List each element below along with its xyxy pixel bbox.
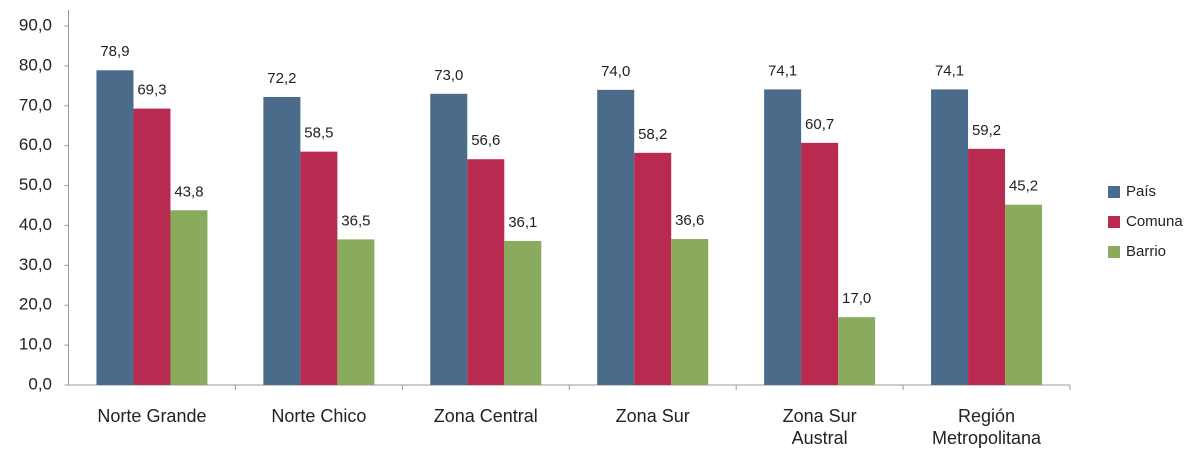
bar [931,89,969,385]
bar [764,89,802,385]
x-tick-label: Zona Sur Austral [782,406,857,448]
value-label: 74,1 [935,62,964,79]
value-label: 73,0 [434,67,463,84]
legend-label: Barrio [1126,243,1166,260]
bar [801,142,839,385]
bar [634,152,672,385]
value-label: 72,2 [267,70,296,87]
y-tick-label: 10,0 [19,335,52,354]
bar [467,159,505,385]
value-label: 74,1 [768,62,797,79]
bar [968,148,1006,385]
value-label: 36,1 [508,214,537,231]
bar [263,97,301,385]
x-tick-label: Zona Sur [615,406,690,426]
value-label: 58,5 [304,125,333,142]
y-tick-label: 30,0 [19,255,52,274]
y-tick-label: 80,0 [19,55,52,74]
value-label: 58,2 [638,126,667,143]
bar [300,151,338,385]
value-label: 36,5 [341,212,370,229]
y-tick-label: 40,0 [19,215,52,234]
y-tick-label: 90,0 [19,15,52,34]
value-label: 56,6 [471,132,500,149]
bar [133,108,171,385]
legend-swatch [1108,186,1120,198]
bar [96,70,134,385]
value-label: 59,2 [972,122,1001,139]
bar [597,89,635,386]
legend-label: País [1126,183,1156,200]
legend-label: Comuna [1126,213,1183,230]
legend-swatch [1108,216,1120,228]
y-tick-label: 70,0 [19,95,52,114]
y-tick-label: 20,0 [19,295,52,314]
bar [430,93,468,386]
value-label: 74,0 [601,63,630,80]
x-tick-label: Norte Grande [97,406,207,426]
value-label: 45,2 [1009,178,1038,195]
value-label: 60,7 [805,116,834,133]
bar [337,239,375,385]
bar [170,210,208,385]
x-tick-label: Norte Chico [271,406,367,426]
value-label: 43,8 [174,183,203,200]
y-tick-label: 50,0 [19,175,52,194]
bar [838,317,876,385]
bar [1005,204,1043,385]
y-tick-label: 0,0 [28,374,52,393]
x-tick-label: Zona Central [433,406,538,426]
value-label: 36,6 [675,212,704,229]
y-tick-label: 60,0 [19,135,52,154]
value-label: 17,0 [842,290,871,307]
value-label: 78,9 [100,43,129,60]
x-tick-label: Región Metropolitana [931,406,1042,448]
legend-swatch [1108,246,1120,258]
bar [504,241,542,385]
bar [671,239,709,385]
value-label: 69,3 [137,82,166,99]
